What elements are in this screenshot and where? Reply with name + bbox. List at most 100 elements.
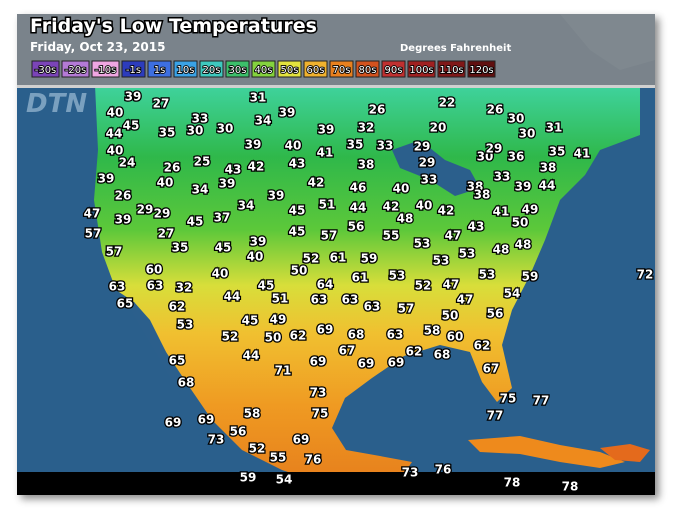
temperature-label: 44	[243, 349, 260, 363]
temperature-label: 59	[522, 270, 539, 284]
temperature-label: 54	[504, 287, 521, 301]
temperature-label: 22	[439, 96, 456, 110]
temperature-label: 26	[369, 103, 386, 117]
temperature-label: 31	[250, 91, 267, 105]
lakes	[392, 140, 480, 196]
temperature-label: 77	[487, 409, 504, 423]
legend-swatch	[355, 60, 380, 78]
temperature-label: 75	[500, 392, 517, 406]
legend-label: 100s	[409, 65, 433, 76]
temperature-label: 63	[342, 293, 359, 307]
temperature-label: 68	[434, 348, 451, 362]
temperature-label: 56	[348, 220, 365, 234]
temperature-label: 30	[217, 122, 234, 136]
temperature-label: 40	[416, 199, 433, 213]
temperature-label: 40	[107, 144, 124, 158]
temperature-label: 52	[303, 252, 320, 266]
temperature-label: 53	[479, 268, 496, 282]
temperature-label: 62	[406, 345, 423, 359]
temperature-label: 42	[308, 176, 325, 190]
temperature-label: 58	[244, 407, 261, 421]
temperature-label: 63	[311, 293, 328, 307]
temperature-label: 69	[317, 323, 334, 337]
legend-swatch	[199, 60, 224, 78]
temperature-label: 43	[468, 220, 485, 234]
temperature-label: 73	[402, 466, 419, 480]
temperature-label: 48	[493, 243, 510, 257]
temperature-label: 33	[421, 173, 438, 187]
baja-water	[128, 302, 185, 392]
legend-swatch	[437, 60, 466, 78]
temperature-label: 37	[214, 211, 231, 225]
legend-swatch	[91, 60, 120, 78]
temperature-label: 41	[317, 146, 334, 160]
temperature-label: 63	[109, 280, 126, 294]
temperature-label: 30	[477, 150, 494, 164]
header-rule	[17, 85, 655, 88]
temperature-label: 40	[107, 106, 124, 120]
temperature-label: 39	[268, 189, 285, 203]
temperature-label: 59	[361, 252, 378, 266]
temperature-label: 39	[115, 213, 132, 227]
temperature-label: 61	[330, 251, 347, 265]
temperature-label: 47	[457, 293, 474, 307]
temperature-label: 63	[147, 279, 164, 293]
temperature-label: 45	[215, 241, 232, 255]
legend-swatch	[467, 60, 496, 78]
temperature-label: 42	[438, 204, 455, 218]
legend-swatch	[61, 60, 90, 78]
temperature-label: 63	[364, 300, 381, 314]
legend-label: 120s	[469, 65, 493, 76]
legend-label: 80s	[359, 65, 377, 76]
temperature-label: 68	[348, 328, 365, 342]
temperature-label: 38	[467, 180, 484, 194]
temperature-label: 50	[265, 331, 282, 345]
legend-swatch	[31, 60, 60, 78]
temperature-label: 64	[317, 278, 334, 292]
temperature-label: 30	[187, 124, 204, 138]
temperature-label: 35	[159, 126, 176, 140]
temperature-label: 44	[350, 201, 367, 215]
temperature-label: 45	[258, 279, 275, 293]
temperature-label: 71	[275, 364, 292, 378]
legend: -30s -20s -10s -1s 1s 10s 20s 30s 40s 50s 60s 70s 80…	[31, 60, 496, 78]
temperature-label: 56	[487, 307, 504, 321]
temperature-label: 32	[176, 281, 193, 295]
temperature-label: 69	[358, 357, 375, 371]
temperature-label: 26	[115, 189, 132, 203]
hispaniola	[600, 444, 650, 462]
temperature-label: 40	[393, 182, 410, 196]
legend-swatch	[121, 60, 146, 78]
temperature-label: 35	[347, 138, 364, 152]
legend-swatch	[303, 60, 328, 78]
temperature-label: 31	[546, 121, 563, 135]
temperature-label: 69	[310, 355, 327, 369]
temperature-label: 52	[249, 442, 266, 456]
legend-swatch	[277, 60, 302, 78]
legend-label: 20s	[203, 65, 221, 76]
temperature-label: 50	[442, 309, 459, 323]
temperature-label: 41	[493, 205, 510, 219]
temperature-label: 34	[255, 114, 272, 128]
temperature-label: 20	[430, 121, 447, 135]
temperature-label: 33	[377, 139, 394, 153]
temperature-label: 67	[339, 344, 356, 358]
legend-label: 30s	[229, 65, 247, 76]
temperature-label: 39	[125, 90, 142, 104]
temperature-label: 33	[192, 112, 209, 126]
temperature-label: 34	[238, 199, 255, 213]
legend-label: 60s	[307, 65, 325, 76]
temperature-label: 40	[247, 250, 264, 264]
temperature-label: 24	[119, 156, 136, 170]
temperature-label: 29	[137, 203, 154, 217]
temperature-label: 39	[279, 106, 296, 120]
temperature-label: 59	[240, 471, 257, 485]
legend-label: -1s	[126, 65, 141, 76]
temperature-label: 39	[219, 177, 236, 191]
temperature-label: 55	[383, 229, 400, 243]
temperature-label: 45	[187, 215, 204, 229]
temperature-label: 58	[424, 324, 441, 338]
temperature-label: 45	[289, 225, 306, 239]
temperature-label: 48	[397, 212, 414, 226]
temperature-label: 53	[177, 318, 194, 332]
